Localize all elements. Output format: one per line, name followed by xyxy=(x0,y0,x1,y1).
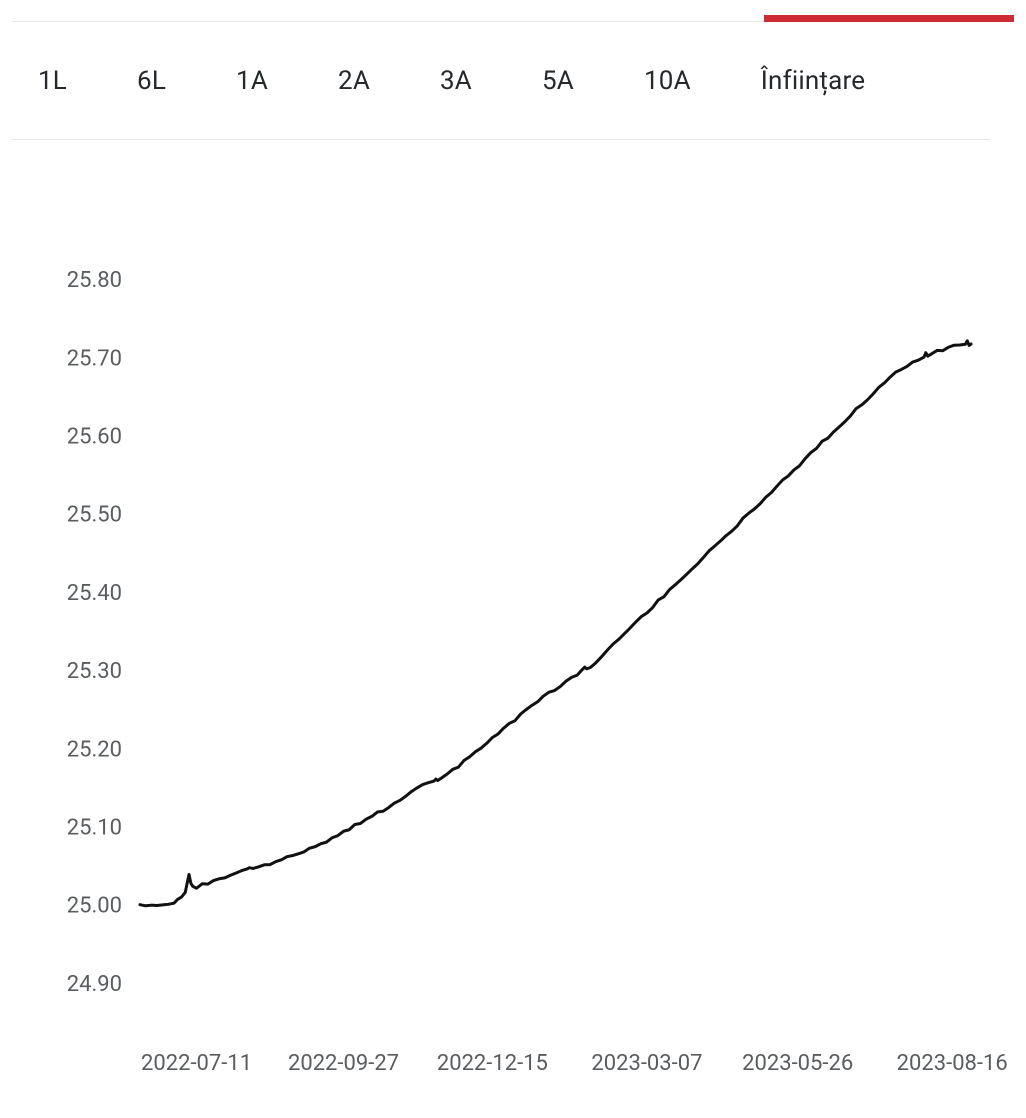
x-tick-label: 2023-08-16 xyxy=(897,1051,1008,1076)
top-indicator-row xyxy=(12,0,1014,22)
y-tick-label: 25.70 xyxy=(67,346,122,371)
y-tick-label: 25.60 xyxy=(67,425,122,450)
y-tick-label: 25.80 xyxy=(67,268,122,293)
tab-6l[interactable]: 6L xyxy=(137,66,166,96)
tab-5a[interactable]: 5A xyxy=(542,66,574,96)
y-tick-label: 25.20 xyxy=(67,737,122,762)
tab-infiintare[interactable]: Înființare xyxy=(761,66,865,96)
y-tick-label: 25.50 xyxy=(67,503,122,528)
y-tick-label: 24.90 xyxy=(67,972,122,997)
tab-2a[interactable]: 2A xyxy=(338,66,370,96)
series-line xyxy=(140,341,971,906)
active-top-indicator xyxy=(764,15,1014,22)
x-tick-label: 2023-05-26 xyxy=(742,1051,853,1076)
y-tick-label: 25.10 xyxy=(67,816,122,841)
tab-1a[interactable]: 1A xyxy=(236,66,268,96)
x-tick-label: 2022-12-15 xyxy=(437,1051,548,1076)
line-chart: 24.90 25.00 25.10 25.20 25.30 25.40 25.50 25.60… xyxy=(12,200,1012,1100)
time-range-tabs: 1L 6L 1A 2A 3A 5A 10A Înființare xyxy=(12,22,990,140)
x-tick-label: 2022-07-11 xyxy=(141,1051,252,1076)
y-tick-label: 25.00 xyxy=(67,894,122,919)
chart-container: 24.90 25.00 25.10 25.20 25.30 25.40 25.50 25.60… xyxy=(12,200,1014,1100)
y-tick-label: 25.40 xyxy=(67,581,122,606)
x-tick-label: 2023-03-07 xyxy=(591,1051,702,1076)
tab-3a[interactable]: 3A xyxy=(440,66,472,96)
tab-10a[interactable]: 10A xyxy=(644,66,691,96)
tab-1l[interactable]: 1L xyxy=(38,66,67,96)
x-tick-label: 2022-09-27 xyxy=(288,1051,399,1076)
y-tick-label: 25.30 xyxy=(67,659,122,684)
